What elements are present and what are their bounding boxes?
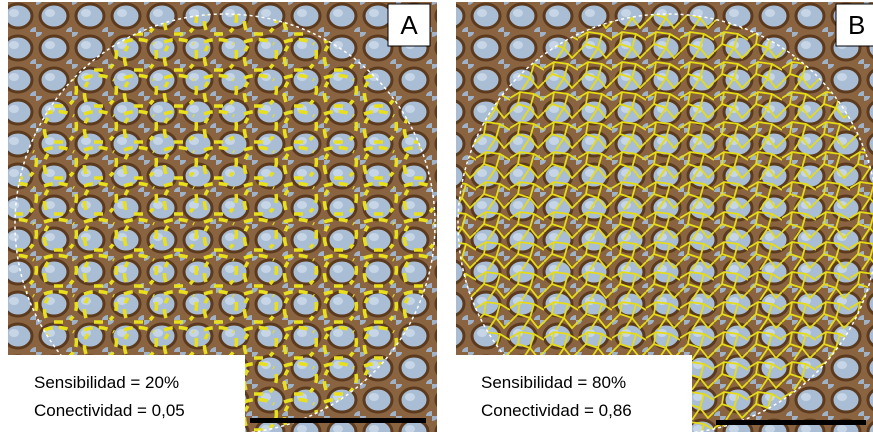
scale-bar xyxy=(250,418,426,423)
caption-box xyxy=(8,355,245,432)
panel-label: B xyxy=(848,10,865,40)
panel-label: A xyxy=(400,10,418,40)
panel-a: A Sensibilidad = 20% Conectividad = 0,05 xyxy=(8,2,437,434)
caption-box xyxy=(456,355,692,432)
panel-b: B Sensibilidad = 80% Conectividad = 0,86 xyxy=(456,2,873,434)
scale-bar xyxy=(716,420,866,425)
caption-line: Conectividad = 0,05 xyxy=(34,401,185,420)
figure: A Sensibilidad = 20% Conectividad = 0,05… xyxy=(0,0,873,434)
caption-line: Sensibilidad = 80% xyxy=(481,373,626,392)
caption-line: Sensibilidad = 20% xyxy=(34,373,179,392)
caption-line: Conectividad = 0,86 xyxy=(481,401,632,420)
